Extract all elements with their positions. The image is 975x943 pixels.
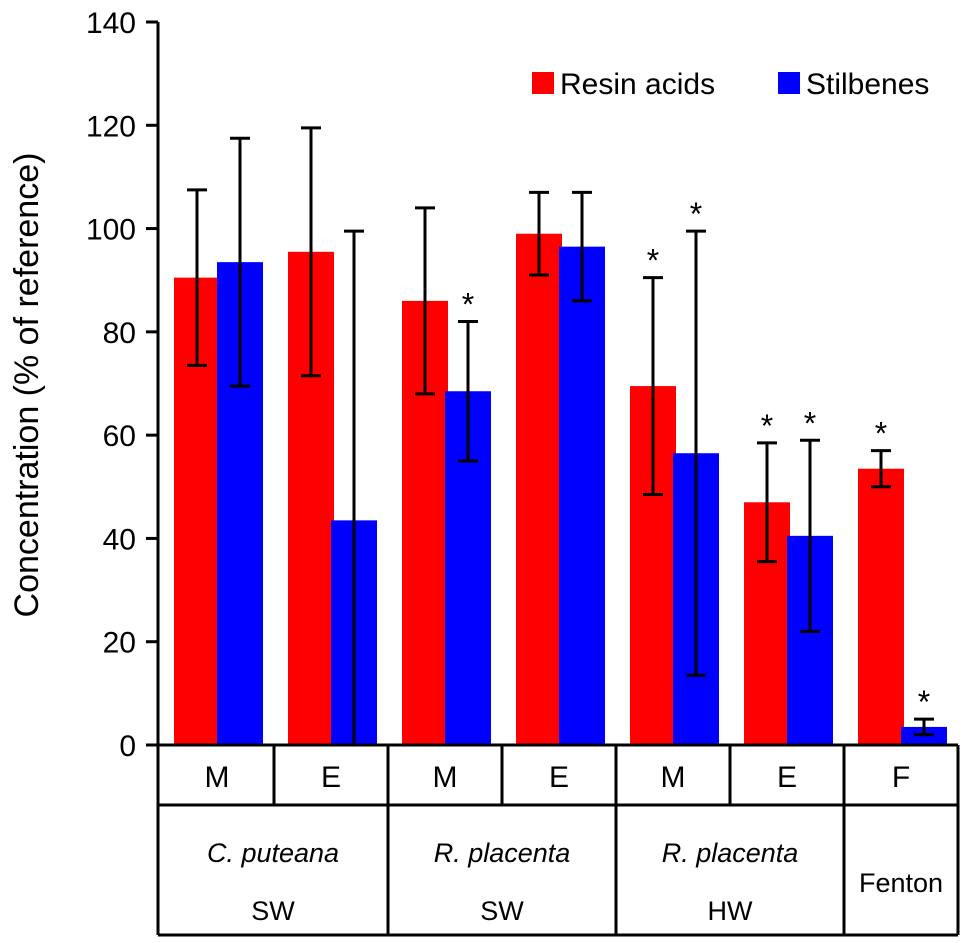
group-sublabel: SW xyxy=(251,896,295,926)
x-category-label: E xyxy=(777,761,797,794)
legend-label: Stilbenes xyxy=(806,68,929,101)
bar-resin-acids xyxy=(858,468,904,745)
legend-swatch xyxy=(532,72,554,94)
x-category-label: E xyxy=(321,761,341,794)
group-sublabel: HW xyxy=(708,896,753,926)
group-sublabel: SW xyxy=(480,896,524,926)
significance-star: * xyxy=(918,684,930,720)
bar-stilbenes xyxy=(559,246,605,745)
significance-star: * xyxy=(875,416,887,452)
group-label: R. placenta xyxy=(434,838,571,868)
bar-resin-acids xyxy=(516,233,562,745)
significance-markers: * * * * * * * xyxy=(462,196,930,720)
error-bars xyxy=(187,126,934,745)
y-axis-label: Concentration (% of reference) xyxy=(8,153,46,618)
significance-star: * xyxy=(690,196,702,232)
significance-star: * xyxy=(804,405,816,441)
group-label: Fenton xyxy=(859,868,943,898)
x-category-label: M xyxy=(433,761,458,794)
y-tick-label: 120 xyxy=(86,110,136,143)
y-tick-label: 40 xyxy=(103,523,136,556)
y-tick-label: 80 xyxy=(103,317,136,350)
x-category-label: M xyxy=(205,761,230,794)
significance-star: * xyxy=(462,287,474,323)
x-axis-category-table: M E M E M E F C. puteana SW R. placenta SW R. place… xyxy=(156,743,960,937)
group-label: C. puteana xyxy=(207,838,339,868)
y-tick-label: 100 xyxy=(86,214,136,247)
y-axis: 0 20 40 60 80 100 120 140 xyxy=(86,7,160,763)
x-category-label: F xyxy=(892,761,910,794)
group-label: R. placenta xyxy=(662,838,799,868)
y-tick-label: 60 xyxy=(103,420,136,453)
significance-star: * xyxy=(761,408,773,444)
y-tick-label: 0 xyxy=(119,730,136,763)
bars xyxy=(174,233,947,745)
x-category-label: M xyxy=(661,761,686,794)
x-category-label: E xyxy=(549,761,569,794)
significance-star: * xyxy=(647,243,659,279)
legend-swatch xyxy=(778,72,800,94)
y-tick-label: 20 xyxy=(103,627,136,660)
y-tick-label: 140 xyxy=(86,7,136,40)
legend: Resin acids Stilbenes xyxy=(532,68,929,101)
legend-label: Resin acids xyxy=(560,68,715,101)
